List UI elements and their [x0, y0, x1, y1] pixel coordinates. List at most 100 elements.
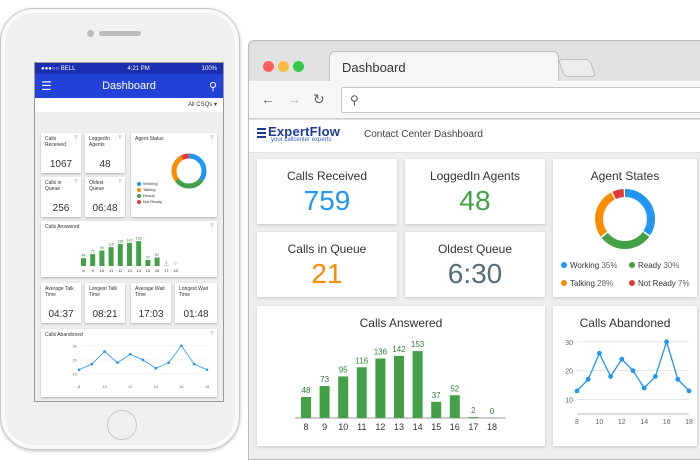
logo-tagline: your callcenter experts	[271, 137, 340, 143]
minimize-button[interactable]	[278, 61, 289, 72]
maximize-button[interactable]	[293, 61, 304, 72]
series-line	[577, 342, 689, 391]
data-label: 95	[100, 246, 104, 250]
hamburger-menu-icon[interactable]: ☰	[41, 79, 61, 93]
bar	[127, 243, 132, 266]
data-point	[180, 345, 183, 348]
dashboard-content: ExpertFlow your callcenter experts Conta…	[249, 120, 700, 459]
card-label: Calls Received	[45, 136, 73, 148]
card-agent-states: Agent States Working 35% Ready 30% Talki…	[553, 159, 697, 297]
phone-status-bar: ●●●○○ BELL 4:21 PM 100%	[35, 63, 223, 74]
card-menu-icon[interactable]: ⠿	[210, 223, 214, 229]
x-tick-label: 9	[92, 268, 95, 273]
card-menu-icon[interactable]: ⠿	[210, 331, 214, 337]
carrier-label: ●●●○○ BELL	[41, 66, 75, 72]
data-label: 48	[82, 254, 86, 258]
x-tick-label: 12	[118, 268, 123, 273]
bar	[394, 356, 404, 418]
data-label: 2	[471, 406, 476, 415]
card-menu-icon[interactable]: ⠿	[118, 135, 122, 141]
card-label: Calls Answered	[45, 224, 79, 230]
card-menu-icon[interactable]: ⠿	[74, 179, 78, 185]
dashboard-header: ExpertFlow your callcenter experts Conta…	[249, 120, 700, 153]
data-label: 37	[146, 255, 150, 259]
back-arrow-icon[interactable]: ←	[261, 91, 275, 107]
data-label: 136	[374, 348, 388, 357]
csq-filter-label: All CSQs	[188, 102, 212, 108]
forward-arrow-icon[interactable]: →	[287, 91, 301, 107]
legend-pct: 7%	[678, 279, 690, 288]
data-label: 73	[91, 250, 95, 254]
search-icon[interactable]: ⚲	[197, 80, 217, 93]
phone-home-button[interactable]	[107, 410, 137, 440]
bar	[136, 241, 141, 266]
phone-agent-legend: Working Talking Ready Not Ready	[137, 181, 162, 205]
y-tick-label: 30	[565, 340, 573, 347]
data-label: 52	[450, 384, 459, 393]
card-label: LoggedIn Agents	[89, 136, 117, 148]
x-tick-label: 14	[413, 422, 423, 432]
legend-label: Ready	[143, 193, 155, 198]
data-point	[193, 363, 196, 366]
address-bar[interactable]: ⚲	[341, 87, 700, 113]
phone-answered-chart: 4887399510116111361214213153143715521621…	[71, 231, 191, 275]
phone-card-oldest-queue: Oldest Queue⠿ 06:48	[85, 177, 125, 217]
x-tick-label: 11	[109, 268, 114, 273]
x-tick-label: 10	[596, 419, 604, 426]
card-label: Calls in Queue	[45, 180, 73, 192]
card-menu-icon[interactable]: ⠿	[210, 135, 214, 141]
card-menu-icon[interactable]: ⠿	[118, 179, 122, 185]
y-tick-label: 20	[73, 357, 78, 362]
card-menu-icon[interactable]: ⠿	[74, 135, 78, 141]
data-label: 48	[302, 386, 311, 395]
csq-filter[interactable]: All CSQs ▾	[35, 98, 223, 112]
card-value: 759	[257, 185, 397, 217]
card-value: 01:48	[175, 309, 217, 320]
x-tick-label: 16	[155, 268, 160, 273]
reload-icon[interactable]: ↻	[313, 91, 325, 108]
x-tick-label: 13	[127, 268, 132, 273]
data-label: 95	[339, 365, 348, 374]
bar	[81, 258, 86, 266]
x-tick-label: 14	[640, 419, 648, 426]
expertflow-logo: ExpertFlow your callcenter experts	[257, 124, 340, 143]
phone-donut-chart	[169, 151, 209, 191]
browser-tab[interactable]: Dashboard	[329, 51, 559, 81]
phone-title: Dashboard	[61, 80, 197, 92]
x-tick-label: 14	[154, 384, 159, 389]
card-value: 48	[85, 159, 125, 170]
data-point	[642, 386, 647, 391]
search-icon: ⚲	[350, 93, 359, 107]
series-line	[79, 346, 207, 370]
phone-card-avg-talk: Average Talk Time 04:37	[41, 283, 81, 323]
x-tick-label: 18	[487, 422, 497, 432]
data-point	[91, 363, 94, 366]
x-tick-label: 16	[450, 422, 460, 432]
phone-card-longest-wait: Longest Wait Time 01:48	[175, 283, 217, 323]
x-tick-label: 8	[78, 384, 81, 389]
legend-item-ready: Ready 30%	[629, 261, 679, 270]
phone-speaker	[99, 31, 141, 36]
legend-name: Not Ready	[638, 279, 676, 288]
phone-card-longest-talk: Longest Talk Time 08:21	[85, 283, 125, 323]
data-point	[619, 357, 624, 362]
close-button[interactable]	[263, 61, 274, 72]
bar	[99, 251, 104, 266]
legend-pct: 35%	[601, 261, 617, 270]
card-label: Oldest Queue	[89, 180, 117, 192]
data-point	[687, 388, 692, 393]
data-point	[653, 374, 658, 379]
new-tab-button[interactable]	[558, 59, 597, 77]
card-value: 6:30	[405, 258, 545, 290]
browser-window: Dashboard ← → ↻ ⚲ ExpertFlow your callce…	[248, 40, 700, 460]
bar	[155, 258, 160, 266]
x-tick-label: 13	[394, 422, 404, 432]
card-loggedin-agents: LoggedIn Agents 48	[405, 159, 545, 224]
page-title: Contact Center Dashboard	[364, 129, 483, 140]
card-value: 04:37	[41, 309, 81, 320]
data-point	[608, 374, 613, 379]
